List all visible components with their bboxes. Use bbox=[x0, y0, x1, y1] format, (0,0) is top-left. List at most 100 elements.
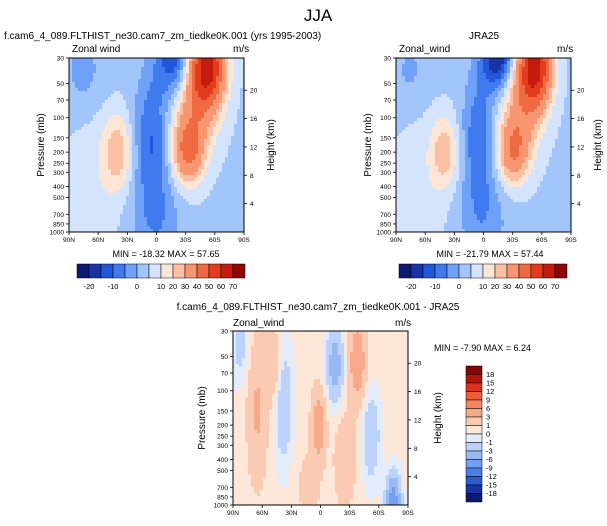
heatmap-cell bbox=[528, 91, 532, 95]
heatmap-cell bbox=[213, 103, 217, 107]
heatmap-cell bbox=[177, 217, 181, 221]
heatmap-cell bbox=[189, 193, 193, 197]
heatmap-cell bbox=[447, 61, 451, 65]
heatmap-cell bbox=[504, 112, 508, 116]
heatmap-cell bbox=[147, 217, 151, 221]
heatmap-cell bbox=[396, 61, 400, 65]
heatmap-cell bbox=[207, 187, 211, 191]
heatmap-cell bbox=[105, 160, 109, 164]
x-tick-label: 60S bbox=[209, 237, 221, 244]
heatmap-cell bbox=[453, 82, 457, 86]
heatmap-cell bbox=[498, 58, 502, 62]
heatmap-cell bbox=[153, 67, 157, 71]
heatmap-cell bbox=[96, 220, 100, 224]
heatmap-cell bbox=[186, 184, 190, 188]
heatmap-cell bbox=[129, 118, 133, 122]
heatmap-cell bbox=[177, 199, 181, 203]
heatmap-cell bbox=[480, 88, 484, 92]
heatmap-cell bbox=[180, 61, 184, 65]
heatmap-cell bbox=[210, 64, 214, 68]
heatmap-cell bbox=[78, 202, 82, 206]
heatmap-cell bbox=[210, 208, 214, 212]
heatmap-cell bbox=[237, 61, 241, 65]
heatmap-cell bbox=[120, 82, 124, 86]
heatmap-cell bbox=[558, 91, 562, 95]
heatmap-cell bbox=[87, 226, 91, 230]
y-tick-label: 30 bbox=[57, 56, 65, 63]
heatmap-cell bbox=[225, 76, 229, 80]
heatmap-cell bbox=[102, 103, 106, 107]
heatmap-cell bbox=[408, 118, 412, 122]
heatmap-cell bbox=[117, 163, 121, 167]
heatmap-cell bbox=[432, 61, 436, 65]
heatmap-cell bbox=[225, 187, 229, 191]
heatmap-cell bbox=[99, 79, 103, 83]
heatmap-cell bbox=[480, 124, 484, 128]
heatmap-cell bbox=[561, 73, 565, 77]
heatmap-cell bbox=[222, 88, 226, 92]
heatmap-cell bbox=[207, 202, 211, 206]
heatmap-cell bbox=[486, 70, 490, 74]
heatmap-cell bbox=[561, 121, 565, 125]
heatmap-cell bbox=[108, 61, 112, 65]
heatmap-cell bbox=[108, 157, 112, 161]
heatmap-cell bbox=[168, 79, 172, 83]
heatmap-cell bbox=[498, 100, 502, 104]
heatmap-cell bbox=[162, 133, 166, 137]
heatmap-cell bbox=[120, 205, 124, 209]
heatmap-cell bbox=[147, 211, 151, 215]
heatmap-cell bbox=[186, 175, 190, 179]
heatmap-cell bbox=[204, 151, 208, 155]
heatmap-cell bbox=[111, 91, 115, 95]
heatmap-cell bbox=[174, 199, 178, 203]
heatmap-cell bbox=[183, 109, 187, 113]
heatmap-cell bbox=[240, 82, 244, 86]
heatmap-cell bbox=[156, 109, 160, 113]
heatmap-cell bbox=[399, 73, 403, 77]
heatmap-cell bbox=[489, 88, 493, 92]
heatmap-cell bbox=[105, 127, 109, 131]
heatmap-cell bbox=[438, 82, 442, 86]
heatmap-cell bbox=[231, 175, 235, 179]
heatmap-cell bbox=[561, 76, 565, 80]
heatmap-cell bbox=[93, 163, 97, 167]
heatmap-cell bbox=[414, 73, 418, 77]
heatmap-cell bbox=[213, 205, 217, 209]
heatmap-cell bbox=[567, 112, 571, 116]
heatmap-cell bbox=[183, 64, 187, 68]
heatmap-cell bbox=[420, 112, 424, 116]
heatmap-cell bbox=[186, 91, 190, 95]
heatmap-cell bbox=[90, 118, 94, 122]
heatmap-cell bbox=[99, 181, 103, 185]
heatmap-cell bbox=[216, 64, 220, 68]
x-tick-label: 90N bbox=[63, 237, 75, 244]
heatmap-cell bbox=[78, 190, 82, 194]
heatmap-cell bbox=[99, 190, 103, 194]
heatmap-cell bbox=[120, 79, 124, 83]
heatmap-cell bbox=[231, 103, 235, 107]
heatmap-cell bbox=[174, 121, 178, 125]
heatmap-cell bbox=[465, 100, 469, 104]
heatmap-cell bbox=[87, 133, 91, 137]
heatmap-cell bbox=[486, 64, 490, 68]
heatmap-cell bbox=[78, 217, 82, 221]
heatmap-cell bbox=[198, 112, 202, 116]
heatmap-cell bbox=[450, 109, 454, 113]
heatmap-cell bbox=[222, 220, 226, 224]
heatmap-cell bbox=[567, 118, 571, 122]
heatmap-cell bbox=[87, 154, 91, 158]
heatmap-cell bbox=[213, 214, 217, 218]
heatmap-cell bbox=[192, 202, 196, 206]
heatmap-cell bbox=[432, 130, 436, 134]
heatmap-cell bbox=[90, 103, 94, 107]
heatmap-cell bbox=[225, 214, 229, 218]
heatmap-cell bbox=[114, 145, 118, 149]
heatmap-cell bbox=[237, 184, 241, 188]
heatmap-cell bbox=[87, 112, 91, 116]
heatmap-cell bbox=[75, 175, 79, 179]
heatmap-cell bbox=[210, 205, 214, 209]
heatmap-cell bbox=[411, 73, 415, 77]
heatmap-cell bbox=[171, 187, 175, 191]
heatmap-cell bbox=[93, 64, 97, 68]
heatmap-cell bbox=[159, 64, 163, 68]
